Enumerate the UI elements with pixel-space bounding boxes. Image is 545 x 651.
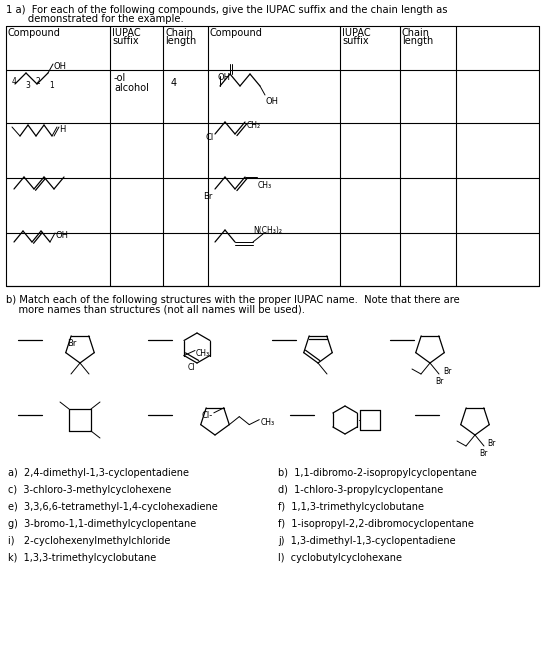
- Text: 2: 2: [36, 77, 41, 86]
- Text: -ol: -ol: [114, 73, 126, 83]
- Text: CH₃: CH₃: [261, 418, 274, 426]
- Text: Compound: Compound: [8, 28, 61, 38]
- Text: Cl-: Cl-: [202, 411, 213, 420]
- Text: c)  3-chloro-3-methylcyclohexene: c) 3-chloro-3-methylcyclohexene: [8, 485, 171, 495]
- Text: length: length: [165, 36, 196, 46]
- Text: 4: 4: [171, 78, 177, 88]
- Text: l)  cyclobutylcyclohexane: l) cyclobutylcyclohexane: [278, 553, 402, 563]
- Text: OH: OH: [53, 62, 66, 71]
- Text: OH: OH: [217, 73, 230, 82]
- Text: a)  2,4-dimethyl-1,3-cyclopentadiene: a) 2,4-dimethyl-1,3-cyclopentadiene: [8, 468, 189, 478]
- Text: Br: Br: [435, 377, 444, 386]
- Text: Chain: Chain: [165, 28, 193, 38]
- Text: CH₃: CH₃: [196, 348, 210, 357]
- Text: 1: 1: [49, 81, 54, 90]
- Text: suffix: suffix: [342, 36, 368, 46]
- Text: Br: Br: [67, 339, 76, 348]
- Text: f)  1-isopropyl-2,2-dibromocyclopentane: f) 1-isopropyl-2,2-dibromocyclopentane: [278, 519, 474, 529]
- Text: 1 a)  For each of the following compounds, give the IUPAC suffix and the chain l: 1 a) For each of the following compounds…: [6, 5, 447, 15]
- Text: b)  1,1-dibromo-2-isopropylcyclopentane: b) 1,1-dibromo-2-isopropylcyclopentane: [278, 468, 477, 478]
- Text: e)  3,3,6,6-tetramethyl-1,4-cyclohexadiene: e) 3,3,6,6-tetramethyl-1,4-cyclohexadien…: [8, 502, 218, 512]
- Text: Br: Br: [479, 449, 487, 458]
- Text: b) Match each of the following structures with the proper IUPAC name.  Note that: b) Match each of the following structure…: [6, 295, 460, 305]
- Text: alcohol: alcohol: [114, 83, 149, 93]
- Text: Chain: Chain: [402, 28, 430, 38]
- Text: k)  1,3,3-trimethylcyclobutane: k) 1,3,3-trimethylcyclobutane: [8, 553, 156, 563]
- Text: more names than structures (not all names will be used).: more names than structures (not all name…: [6, 304, 305, 314]
- Text: Compound: Compound: [210, 28, 263, 38]
- Text: 3: 3: [25, 81, 30, 90]
- Text: suffix: suffix: [112, 36, 138, 46]
- Text: Cl: Cl: [188, 363, 196, 372]
- Text: f)  1,1,3-trimethylcyclobutane: f) 1,1,3-trimethylcyclobutane: [278, 502, 424, 512]
- Text: Cl: Cl: [205, 133, 213, 142]
- Text: IUPAC: IUPAC: [342, 28, 371, 38]
- Text: Br: Br: [203, 192, 213, 201]
- Text: j)  1,3-dimethyl-1,3-cyclopentadiene: j) 1,3-dimethyl-1,3-cyclopentadiene: [278, 536, 456, 546]
- Text: H: H: [59, 125, 65, 134]
- Text: CH₃: CH₃: [258, 181, 272, 190]
- Text: demonstrated for the example.: demonstrated for the example.: [6, 14, 184, 24]
- Text: IUPAC: IUPAC: [112, 28, 141, 38]
- Text: d)  1-chloro-3-propylcyclopentane: d) 1-chloro-3-propylcyclopentane: [278, 485, 443, 495]
- Text: Br: Br: [443, 367, 451, 376]
- Text: Br: Br: [487, 439, 495, 448]
- Text: OH: OH: [266, 97, 279, 106]
- Text: 4: 4: [12, 77, 17, 86]
- Text: CH₂: CH₂: [247, 121, 261, 130]
- Text: N(CH₃)₂: N(CH₃)₂: [253, 226, 282, 235]
- Text: length: length: [402, 36, 433, 46]
- Text: g)  3-bromo-1,1-dimethylcyclopentane: g) 3-bromo-1,1-dimethylcyclopentane: [8, 519, 196, 529]
- Text: i)   2-cyclohexenylmethylchloride: i) 2-cyclohexenylmethylchloride: [8, 536, 171, 546]
- Text: OH: OH: [56, 231, 69, 240]
